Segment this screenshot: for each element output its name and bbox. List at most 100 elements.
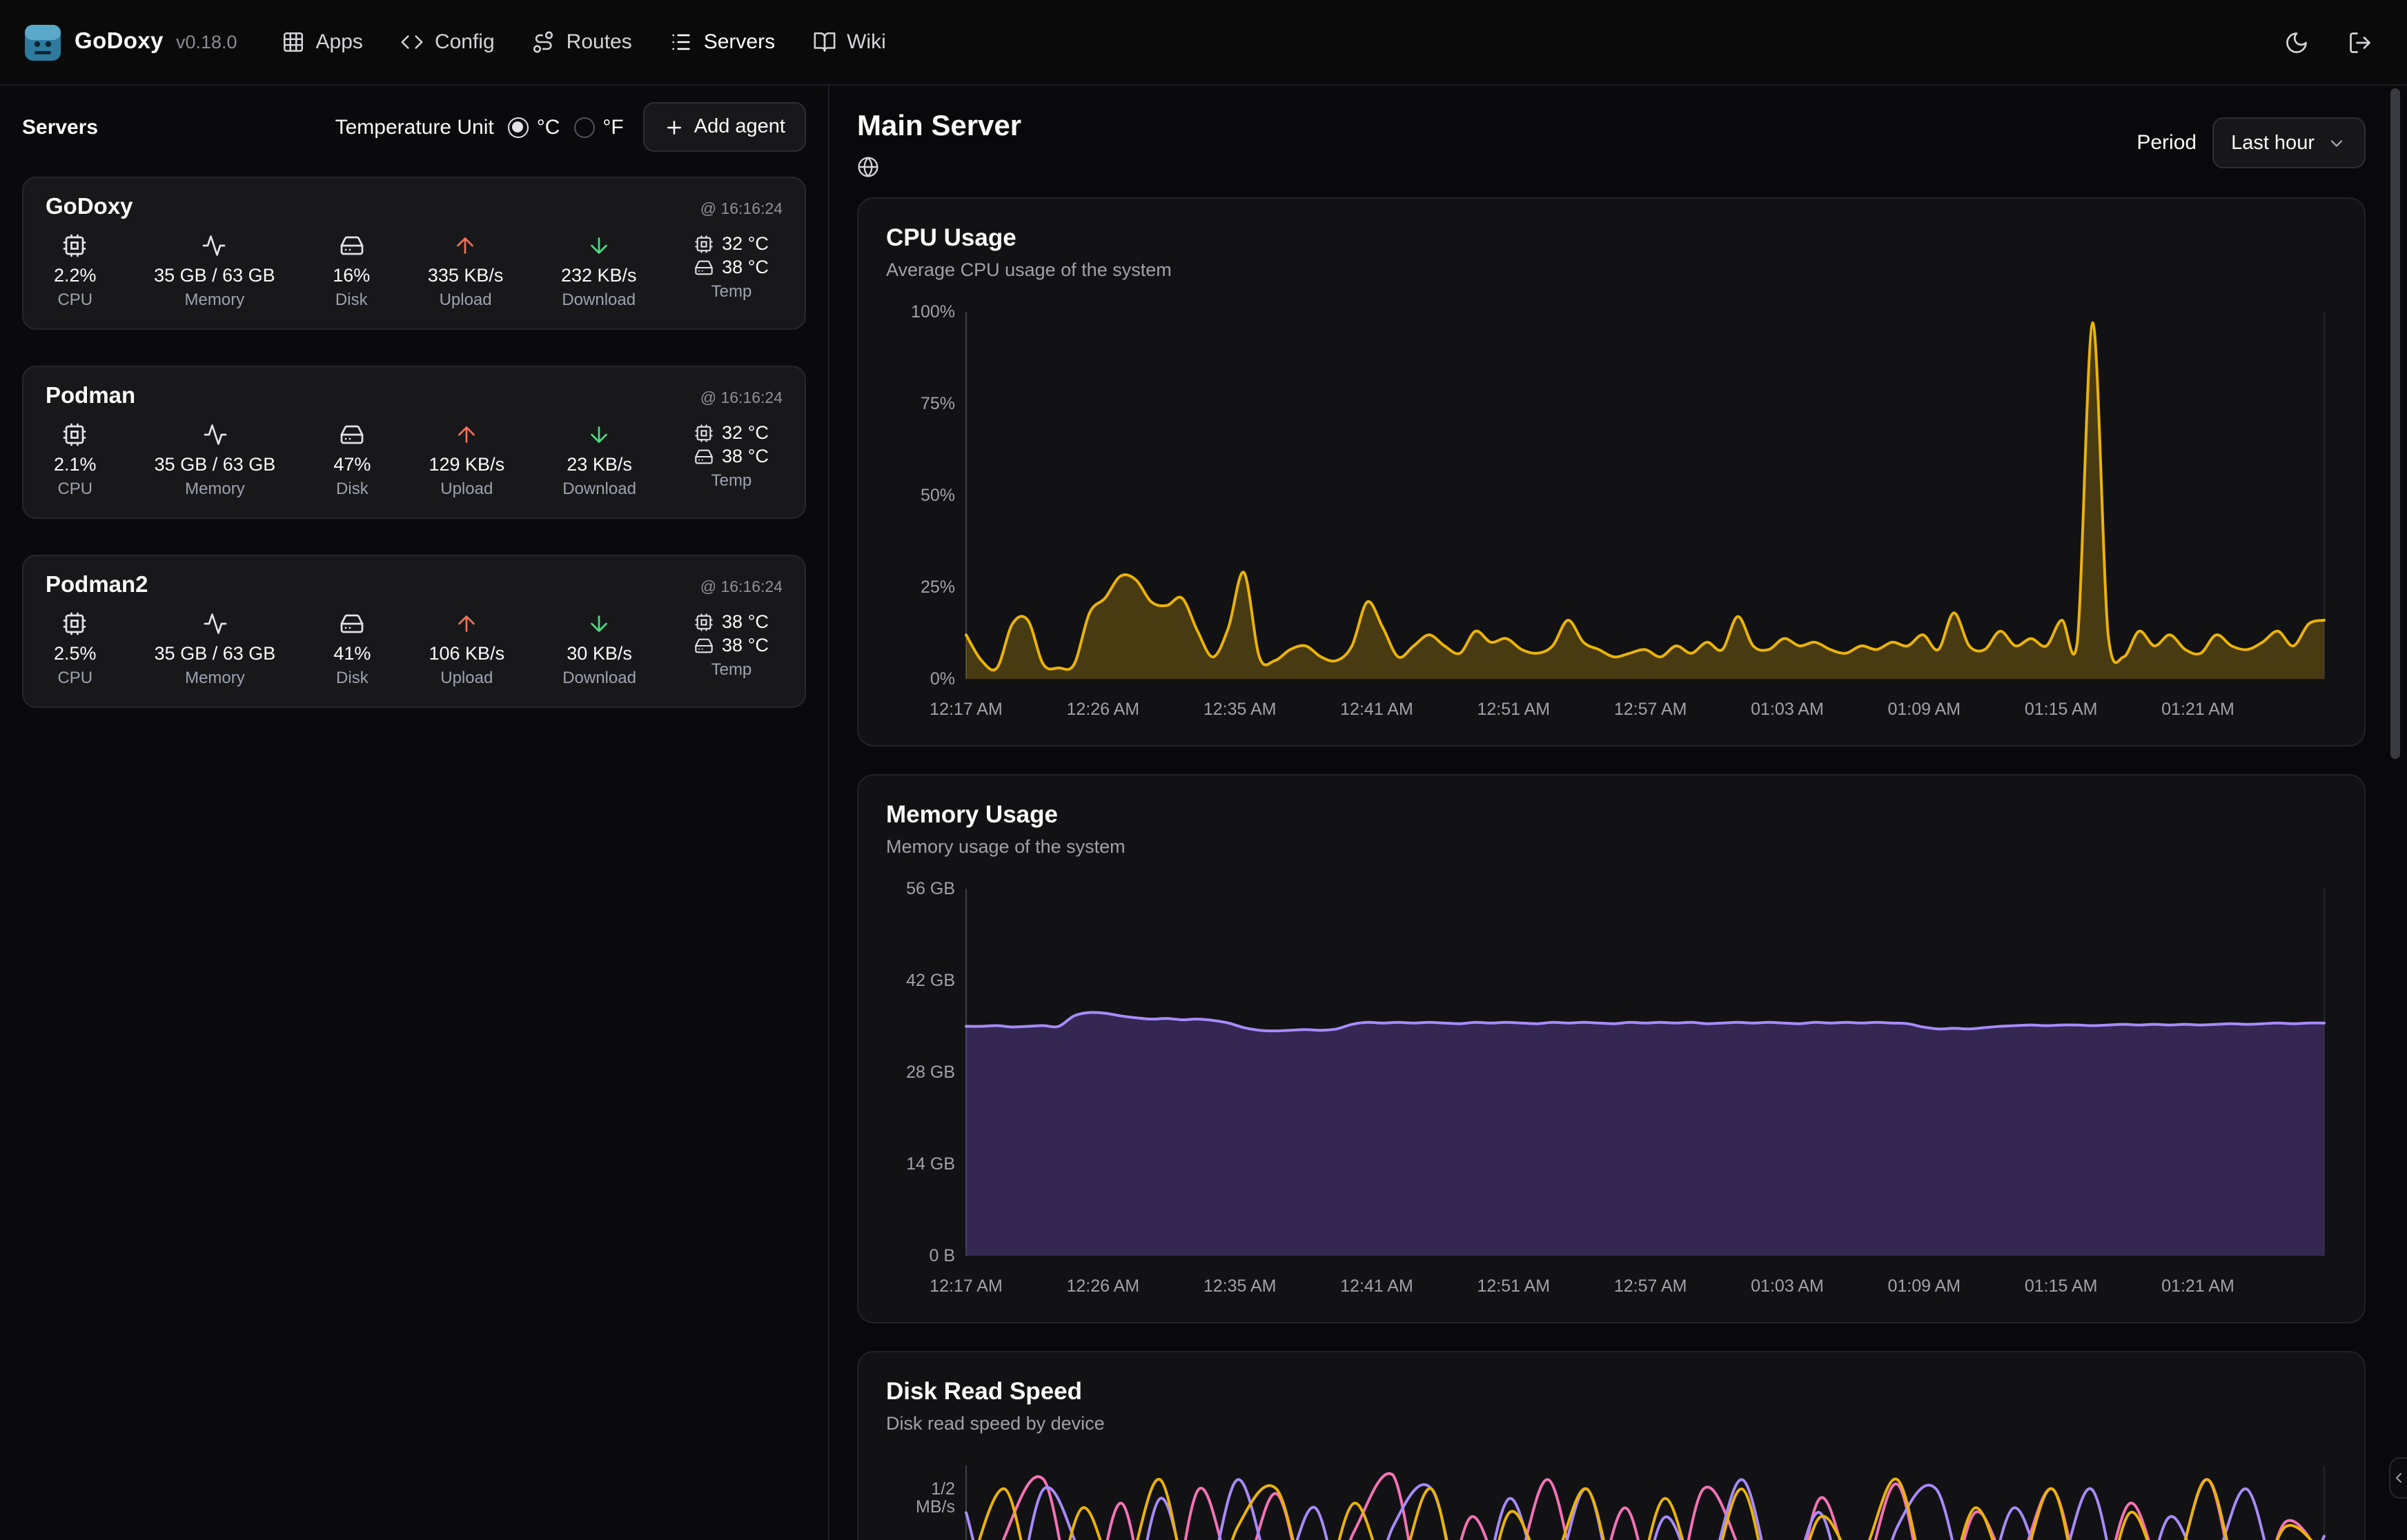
collapse-panel-handle[interactable]: [2389, 1457, 2407, 1499]
brand-title: GoDoxy: [75, 29, 164, 54]
chevron-down-icon: [2327, 133, 2346, 152]
nav-item-routes[interactable]: Routes: [532, 30, 632, 54]
download-stat: 23 KB/s Download: [562, 422, 636, 498]
period-select[interactable]: Last hour: [2212, 117, 2366, 168]
nav-item-label: Wiki: [847, 30, 886, 54]
svg-text:12:51 AM: 12:51 AM: [1477, 700, 1551, 719]
server-card-podman[interactable]: Podman @ 16:16:24 2.1% CPU 35 GB / 63 GB: [22, 366, 806, 519]
disk-value: 47%: [333, 454, 371, 475]
logout-button[interactable]: [2338, 20, 2382, 64]
plus-icon: [664, 117, 685, 137]
activity-icon: [202, 611, 227, 636]
main-scrollbar-thumb[interactable]: [2390, 88, 2400, 759]
fahrenheit-radio[interactable]: °F: [573, 115, 624, 139]
cpu-value: 2.1%: [54, 454, 97, 475]
code-icon: [400, 30, 424, 54]
memory-stat: 35 GB / 63 GB Memory: [154, 233, 275, 309]
memory-usage-card: Memory Usage Memory usage of the system …: [857, 774, 2366, 1323]
cpu-label: CPU: [57, 668, 93, 687]
add-agent-button[interactable]: Add agent: [642, 102, 806, 152]
servers-sidebar: Servers Temperature Unit °C °F Add agent: [0, 86, 829, 1540]
disk-temp-value: 38 °C: [722, 635, 769, 655]
memory-label: Memory: [184, 290, 245, 309]
server-card-godoxy[interactable]: GoDoxy @ 16:16:24 2.2% CPU 35 GB / 63 GB: [22, 177, 806, 330]
temperature-stat: 32 °C 38 °C Temp: [694, 422, 769, 498]
cpu-icon: [63, 233, 88, 258]
radio-selected-icon: [507, 117, 529, 137]
arrow-down-icon: [587, 422, 612, 447]
disk-temp-value: 38 °C: [722, 257, 769, 277]
globe-icon: [857, 156, 1021, 178]
theme-toggle-button[interactable]: [2275, 20, 2319, 64]
svg-text:01:03 AM: 01:03 AM: [1751, 700, 1824, 719]
cpu-icon: [694, 234, 714, 253]
servers-icon: [669, 30, 693, 54]
arrow-down-icon: [587, 233, 611, 258]
cpu-icon: [694, 423, 714, 442]
svg-text:01:21 AM: 01:21 AM: [2161, 1276, 2234, 1296]
activity-icon: [202, 233, 227, 258]
temperature-stat: 38 °C 38 °C Temp: [694, 611, 769, 687]
cpu-value: 2.5%: [54, 643, 97, 664]
moon-icon: [2284, 30, 2309, 55]
navbar: GoDoxy v0.18.0 Apps Config Routes Server: [0, 0, 2407, 86]
server-updated-time: @ 16:16:24: [700, 391, 783, 407]
route-icon: [532, 30, 556, 54]
svg-text:12:35 AM: 12:35 AM: [1204, 700, 1277, 719]
nav-item-servers[interactable]: Servers: [669, 30, 775, 54]
download-label: Download: [562, 668, 636, 687]
svg-text:12:35 AM: 12:35 AM: [1204, 1276, 1277, 1296]
download-label: Download: [562, 479, 636, 498]
godoxy-logo: [25, 24, 61, 60]
server-name: Podman2: [46, 573, 148, 598]
nav-item-label: Servers: [703, 30, 776, 54]
hard-drive-icon: [340, 422, 364, 447]
logout-icon: [2348, 30, 2372, 55]
grid-icon: [282, 30, 305, 54]
download-stat: 232 KB/s Download: [561, 233, 637, 309]
activity-icon: [202, 422, 227, 447]
page-title: Main Server: [857, 110, 1022, 142]
download-stat: 30 KB/s Download: [562, 611, 636, 687]
server-card-podman2[interactable]: Podman2 @ 16:16:24 2.5% CPU 35 GB / 63 G…: [22, 555, 806, 708]
svg-text:01:21 AM: 01:21 AM: [2161, 700, 2234, 719]
memory-stat: 35 GB / 63 GB Memory: [154, 611, 276, 687]
chart-title: Disk Read Speed: [886, 1377, 1082, 1405]
cpu-usage-chart[interactable]: 0% 25% 50% 75% 100% 12:17 AM 12:26 AM 12:35 AM 1…: [886, 301, 2335, 729]
chevron-left-icon: [2390, 1470, 2407, 1486]
main-panel: Main Server Period Last hour CPU Usage A…: [829, 86, 2407, 1540]
disk-label: Disk: [336, 668, 369, 687]
svg-text:01:15 AM: 01:15 AM: [2025, 700, 2098, 719]
disk-read-speed-card: Disk Read Speed Disk read speed by devic…: [857, 1351, 2366, 1540]
version-label: v0.18.0: [175, 32, 237, 52]
fahrenheit-label: °F: [602, 115, 624, 139]
chart-subtitle: Memory usage of the system: [886, 836, 1126, 857]
server-list: GoDoxy @ 16:16:24 2.2% CPU 35 GB / 63 GB: [22, 177, 806, 708]
upload-label: Upload: [440, 479, 493, 498]
hard-drive-icon: [694, 446, 714, 466]
nav-item-label: Apps: [315, 30, 363, 54]
svg-text:25%: 25%: [921, 578, 955, 597]
nav-item-config[interactable]: Config: [400, 30, 495, 54]
book-icon: [812, 30, 836, 54]
svg-text:12:17 AM: 12:17 AM: [930, 700, 1003, 719]
svg-text:0%: 0%: [930, 669, 955, 689]
radio-unselected-icon: [573, 117, 595, 137]
celsius-radio[interactable]: °C: [507, 115, 560, 139]
memory-usage-chart[interactable]: 0 B 14 GB 28 GB 42 GB 56 GB 12:17 AM 12:26 AM 1…: [886, 878, 2335, 1305]
memory-value: 35 GB / 63 GB: [154, 643, 276, 664]
nav-item-apps[interactable]: Apps: [282, 30, 363, 54]
nav-item-wiki[interactable]: Wiki: [812, 30, 886, 54]
memory-value: 35 GB / 63 GB: [154, 454, 276, 475]
arrow-up-icon: [454, 611, 479, 636]
period-value: Last hour: [2231, 132, 2315, 154]
svg-text:100%: 100%: [911, 302, 955, 322]
upload-label: Upload: [439, 290, 492, 309]
svg-text:12:26 AM: 12:26 AM: [1067, 700, 1140, 719]
cpu-value: 2.2%: [54, 265, 97, 286]
disk-read-speed-chart[interactable]: 1/2 MB/s: [886, 1454, 2335, 1540]
upload-label: Upload: [440, 668, 493, 687]
svg-text:12:26 AM: 12:26 AM: [1067, 1276, 1140, 1296]
disk-temp-value: 38 °C: [722, 446, 769, 466]
temp-label: Temp: [711, 471, 752, 490]
